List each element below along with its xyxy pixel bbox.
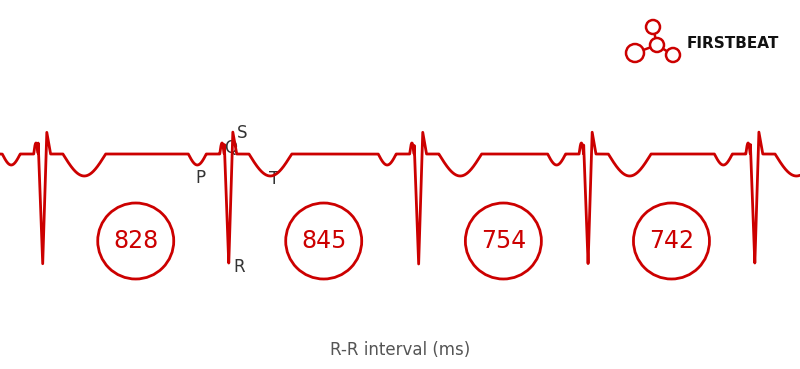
Circle shape <box>646 20 660 34</box>
Text: 754: 754 <box>481 229 526 253</box>
Text: P: P <box>196 169 206 187</box>
Text: FIRSTBEAT: FIRSTBEAT <box>687 35 779 51</box>
Circle shape <box>650 38 664 52</box>
Text: S: S <box>236 124 247 142</box>
Text: 845: 845 <box>301 229 346 253</box>
Text: R: R <box>234 258 246 276</box>
Circle shape <box>626 44 644 62</box>
Text: 742: 742 <box>649 229 694 253</box>
Text: 828: 828 <box>113 229 158 253</box>
Text: Q: Q <box>224 139 237 157</box>
Text: R-R interval (ms): R-R interval (ms) <box>330 341 470 359</box>
Text: T: T <box>269 170 279 188</box>
Circle shape <box>666 48 680 62</box>
